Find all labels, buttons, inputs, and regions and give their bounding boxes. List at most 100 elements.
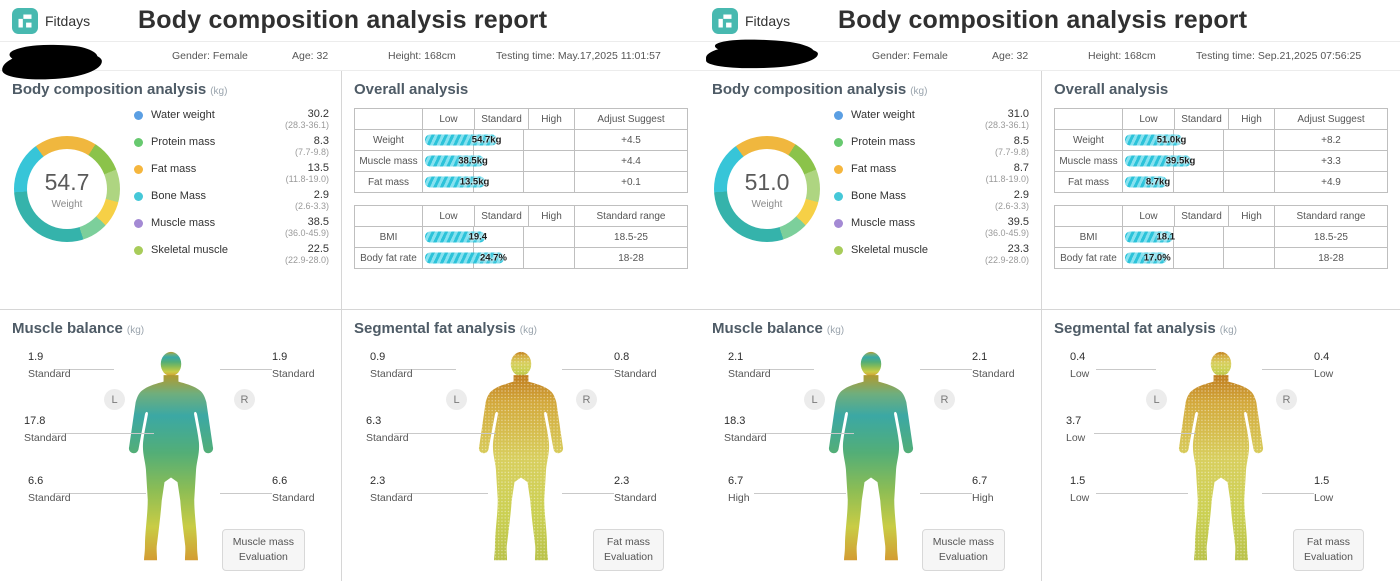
limb-value: 17.8	[24, 415, 46, 427]
adjust-suggest-value: +4.9	[1274, 171, 1388, 193]
level-bar	[425, 231, 486, 243]
muscle-mass-evaluation-button[interactable]: Muscle mass Evaluation	[921, 528, 1005, 571]
row-label: Fat mass	[354, 171, 423, 193]
legend-label: Skeletal muscle	[151, 244, 229, 256]
legend-item: Protein mass 8.5 (7.7-9.8)	[834, 135, 1029, 162]
bar-value-label: 38.5kg	[458, 155, 488, 167]
limb-status: Standard	[370, 492, 413, 504]
column-header: Standard	[1174, 108, 1229, 130]
section-heading: Overall analysis	[354, 81, 688, 98]
limb-status: Standard	[366, 432, 409, 444]
connector-line	[754, 493, 846, 494]
right-leg-measurement: 2.3 Standard	[614, 475, 686, 504]
column-header: Standard	[1174, 205, 1229, 227]
limb-status: Standard	[614, 368, 657, 380]
section-heading: Muscle balance (kg)	[12, 320, 329, 337]
muscle-balance-section: Muscle balance (kg) L R 1.9 Standard 1.9 St…	[0, 309, 341, 581]
legend-value: 2.9	[1013, 189, 1029, 201]
legend-label: Water weight	[151, 109, 215, 121]
fat-mass-evaluation-button[interactable]: Fat mass Evaluation	[1292, 528, 1364, 571]
column-header: High	[1228, 108, 1275, 130]
legend-dot-icon	[134, 138, 143, 147]
legend-values: 22.5 (22.9-28.0)	[285, 243, 329, 267]
table-row: BMI 19.4 18.5-25	[354, 226, 688, 248]
body-figure	[478, 351, 564, 561]
left-leg-measurement: 6.6 Standard	[28, 475, 100, 504]
legend-dot-icon	[834, 246, 843, 255]
bar-value-label: 24.7%	[479, 252, 507, 264]
left-arm-measurement: 1.9 Standard	[28, 351, 100, 380]
legend-label: Fat mass	[851, 163, 897, 175]
legend-values: 8.3 (7.7-9.8)	[295, 135, 329, 159]
column-header: Standard	[474, 205, 529, 227]
right-arm-measurement: 0.4 Low	[1314, 351, 1386, 380]
legend-label: Protein mass	[851, 136, 916, 148]
trunk-measurement: 6.3 Standard	[366, 415, 438, 444]
button-label: Evaluation	[938, 550, 988, 563]
redacted-name	[705, 44, 819, 69]
height-label: Height: 168cm	[1088, 50, 1156, 62]
level-bar-cell: 51.0kg	[1122, 129, 1275, 151]
fat-mass-evaluation-button[interactable]: Fat mass Evaluation	[592, 528, 664, 571]
section-title: Body composition analysis	[712, 81, 907, 98]
header-row: Low Standard High Standard range	[1054, 205, 1388, 227]
connector-line	[52, 433, 154, 434]
column-header: High	[528, 205, 575, 227]
level-bar	[425, 155, 484, 167]
age-label: Age: 32	[992, 50, 1029, 62]
legend-item: Fat mass 13.5 (11.8-19.0)	[134, 162, 329, 189]
body-figure	[828, 351, 913, 561]
legend-label: Muscle mass	[151, 217, 216, 229]
fat-figure-area: L R 0.4 Low 0.4 Low 3.7 Low 1.5 Low 1.5 Low F…	[1054, 347, 1388, 575]
overall-analysis-section: Overall analysis Low Standard High Adjus…	[1041, 71, 1400, 309]
limb-value: 1.5	[1314, 475, 1330, 487]
button-label: Evaluation	[1303, 550, 1353, 563]
legend-item: Muscle mass 39.5 (36.0-45.9)	[834, 216, 1029, 243]
legend-values: 23.3 (22.9-28.0)	[985, 243, 1029, 267]
connector-line	[1096, 493, 1188, 494]
connector-line	[562, 369, 614, 370]
left-arm-measurement: 0.4 Low	[1070, 351, 1142, 380]
level-bar	[1125, 252, 1168, 264]
section-heading: Body composition analysis (kg)	[12, 81, 329, 98]
column-header	[1054, 108, 1123, 130]
header-row: Low Standard High Standard range	[354, 205, 688, 227]
connector-line	[752, 433, 854, 434]
legend-label: Muscle mass	[851, 217, 916, 229]
limb-status: Low	[1066, 432, 1086, 444]
level-bar-cell: 8.7kg	[1122, 171, 1275, 193]
bmi-table: Low Standard High Standard range BMI 18.…	[1054, 205, 1388, 269]
report-header: Fitdays Body composition analysis report	[0, 0, 700, 42]
report-body: Body composition analysis (kg) 54.7 Weigh…	[0, 71, 700, 581]
section-title: Segmental fat analysis	[1054, 320, 1216, 337]
limb-value: 2.3	[614, 475, 630, 487]
legend-values: 2.9 (2.6-3.3)	[995, 189, 1029, 213]
column-header: High	[528, 108, 575, 130]
muscle-mass-evaluation-button[interactable]: Muscle mass Evaluation	[221, 528, 305, 571]
limb-status: High	[728, 492, 750, 504]
right-side-badge: R	[576, 389, 597, 410]
connector-line	[396, 369, 456, 370]
legend-range: (2.6-3.3)	[294, 201, 329, 212]
legend-value: 30.2	[307, 108, 329, 120]
right-arm-measurement: 0.8 Standard	[614, 351, 686, 380]
legend-item: Muscle mass 38.5 (36.0-45.9)	[134, 216, 329, 243]
row-label: Weight	[1054, 129, 1123, 151]
bmi-table: Low Standard High Standard range BMI 19.…	[354, 205, 688, 269]
bar-value-label: 18.1	[1156, 231, 1176, 243]
legend-range: (36.0-45.9)	[284, 228, 329, 239]
legend-label: Fat mass	[151, 163, 197, 175]
row-label: Body fat rate	[354, 247, 423, 269]
adjust-suggest-value: +0.1	[574, 171, 688, 193]
left-side-badge: L	[104, 389, 125, 410]
legend-range: (7.7-9.8)	[994, 147, 1029, 158]
row-label: BMI	[1054, 226, 1123, 248]
limb-value: 1.9	[272, 351, 288, 363]
level-bar-cell: 18.1	[1122, 226, 1275, 248]
adjust-suggest-value: +4.5	[574, 129, 688, 151]
section-heading: Segmental fat analysis (kg)	[1054, 320, 1388, 337]
bar-value-label: 17.0%	[1143, 252, 1171, 264]
right-side-badge: R	[1276, 389, 1297, 410]
legend-value: 8.5	[1013, 135, 1029, 147]
button-label: Evaluation	[603, 550, 653, 563]
